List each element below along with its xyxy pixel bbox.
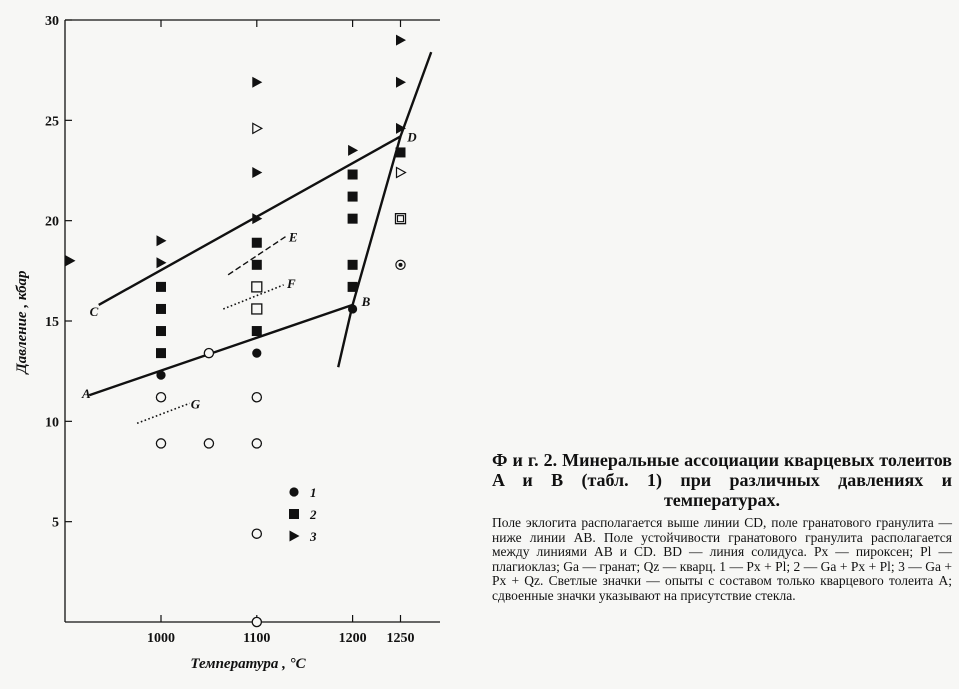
y-tick-label: 25	[45, 114, 59, 129]
data-point-circle-filled	[252, 348, 262, 358]
data-point-triangle-filled	[156, 235, 167, 247]
data-point-triangle-filled	[252, 76, 263, 88]
caption-title: Ф и г. 2. Минеральные ассоциации кварцев…	[492, 450, 952, 510]
data-point-triangle-filled	[156, 257, 167, 269]
data-point-circle-open	[155, 392, 167, 403]
data-point-triangle-filled	[252, 213, 263, 225]
data-point-square-open	[251, 303, 263, 315]
data-point-square-filled	[347, 259, 358, 270]
data-point-circle-filled	[156, 370, 166, 380]
data-point-triangle-filled	[252, 167, 263, 179]
boundary-line	[88, 303, 353, 397]
x-tick-label: 1250	[387, 631, 415, 646]
line-point-label: F	[286, 276, 296, 291]
data-point-triangle-filled	[396, 122, 406, 134]
line-labels: C D A B E F G	[81, 129, 417, 411]
line-point-label: C	[90, 304, 99, 319]
phase-boundary-lines	[88, 51, 433, 425]
boundary-line	[337, 51, 433, 368]
legend-marker-circle-filled	[289, 487, 299, 497]
data-point-square-double-inner	[396, 215, 405, 223]
legend-label: 1	[310, 485, 317, 500]
data-point-circle-open	[203, 347, 215, 359]
y-tick-label: 20	[45, 215, 59, 230]
legend-marker-square-filled	[289, 509, 299, 519]
data-point-square-double	[394, 213, 407, 225]
data-point-circle-double-inner	[398, 262, 403, 267]
data-point-square-open	[251, 281, 263, 293]
data-point-square-filled	[347, 169, 358, 180]
data-point-square-filled	[347, 191, 358, 202]
x-axis-label: Температура , °С	[190, 656, 306, 672]
data-point-square-filled	[156, 348, 166, 359]
data-point-square-filled	[156, 303, 166, 314]
line-point-label: A	[81, 386, 91, 401]
caption-body: Поле эклогита располагается выше линии C…	[492, 515, 952, 603]
figure-caption: Ф и г. 2. Минеральные ассоциации кварцев…	[492, 450, 952, 604]
data-point-circle-open	[251, 528, 263, 539]
data-point-square-filled	[347, 281, 358, 292]
data-point-square-filled	[251, 259, 262, 270]
data-point-triangle-filled	[396, 76, 406, 88]
x-tick-label: 1000	[147, 631, 175, 646]
data-points	[65, 34, 407, 628]
legend-label: 2	[309, 507, 317, 522]
y-tick-label: 5	[52, 516, 59, 531]
y-tick-label: 15	[45, 315, 59, 330]
x-tick-label: 1100	[243, 631, 270, 646]
data-point-triangle-open	[252, 122, 264, 135]
data-point-square-filled	[251, 237, 262, 248]
data-point-square-filled	[347, 213, 358, 224]
legend-label: 3	[309, 529, 317, 544]
line-point-label: B	[361, 294, 371, 309]
legend-marker-triangle-filled	[289, 530, 300, 542]
y-tick-label: 30	[45, 14, 59, 29]
x-tick-label: 1200	[339, 631, 367, 646]
data-point-square-filled	[156, 281, 166, 292]
data-point-circle-open	[251, 616, 263, 628]
data-point-circle-open	[251, 392, 263, 403]
data-point-circle-filled	[348, 304, 358, 314]
data-point-square-filled	[395, 147, 406, 158]
data-point-square-filled	[156, 326, 166, 337]
line-point-label: G	[191, 396, 201, 411]
data-point-triangle-filled	[65, 255, 76, 267]
boundary-line	[227, 236, 286, 276]
boundary-line	[98, 135, 402, 306]
legend: 1 2 3	[289, 485, 317, 544]
y-tick-label: 10	[45, 415, 59, 430]
boundary-line	[223, 284, 284, 310]
data-point-circle-open	[203, 438, 215, 449]
data-point-square-filled	[251, 326, 262, 337]
data-point-circle-open	[155, 438, 167, 449]
boundary-line	[136, 402, 190, 425]
line-point-label: D	[406, 129, 417, 144]
y-axis-label: Давление , кбар	[14, 270, 30, 376]
data-point-triangle-open	[395, 166, 407, 179]
axis-ticks: 1000 1100 1200 1250 5 10 15 20 25 30	[45, 14, 415, 646]
data-point-triangle-filled	[348, 144, 359, 156]
data-point-triangle-filled	[396, 34, 406, 46]
line-point-label: E	[288, 230, 298, 245]
data-point-circle-open	[251, 438, 263, 449]
